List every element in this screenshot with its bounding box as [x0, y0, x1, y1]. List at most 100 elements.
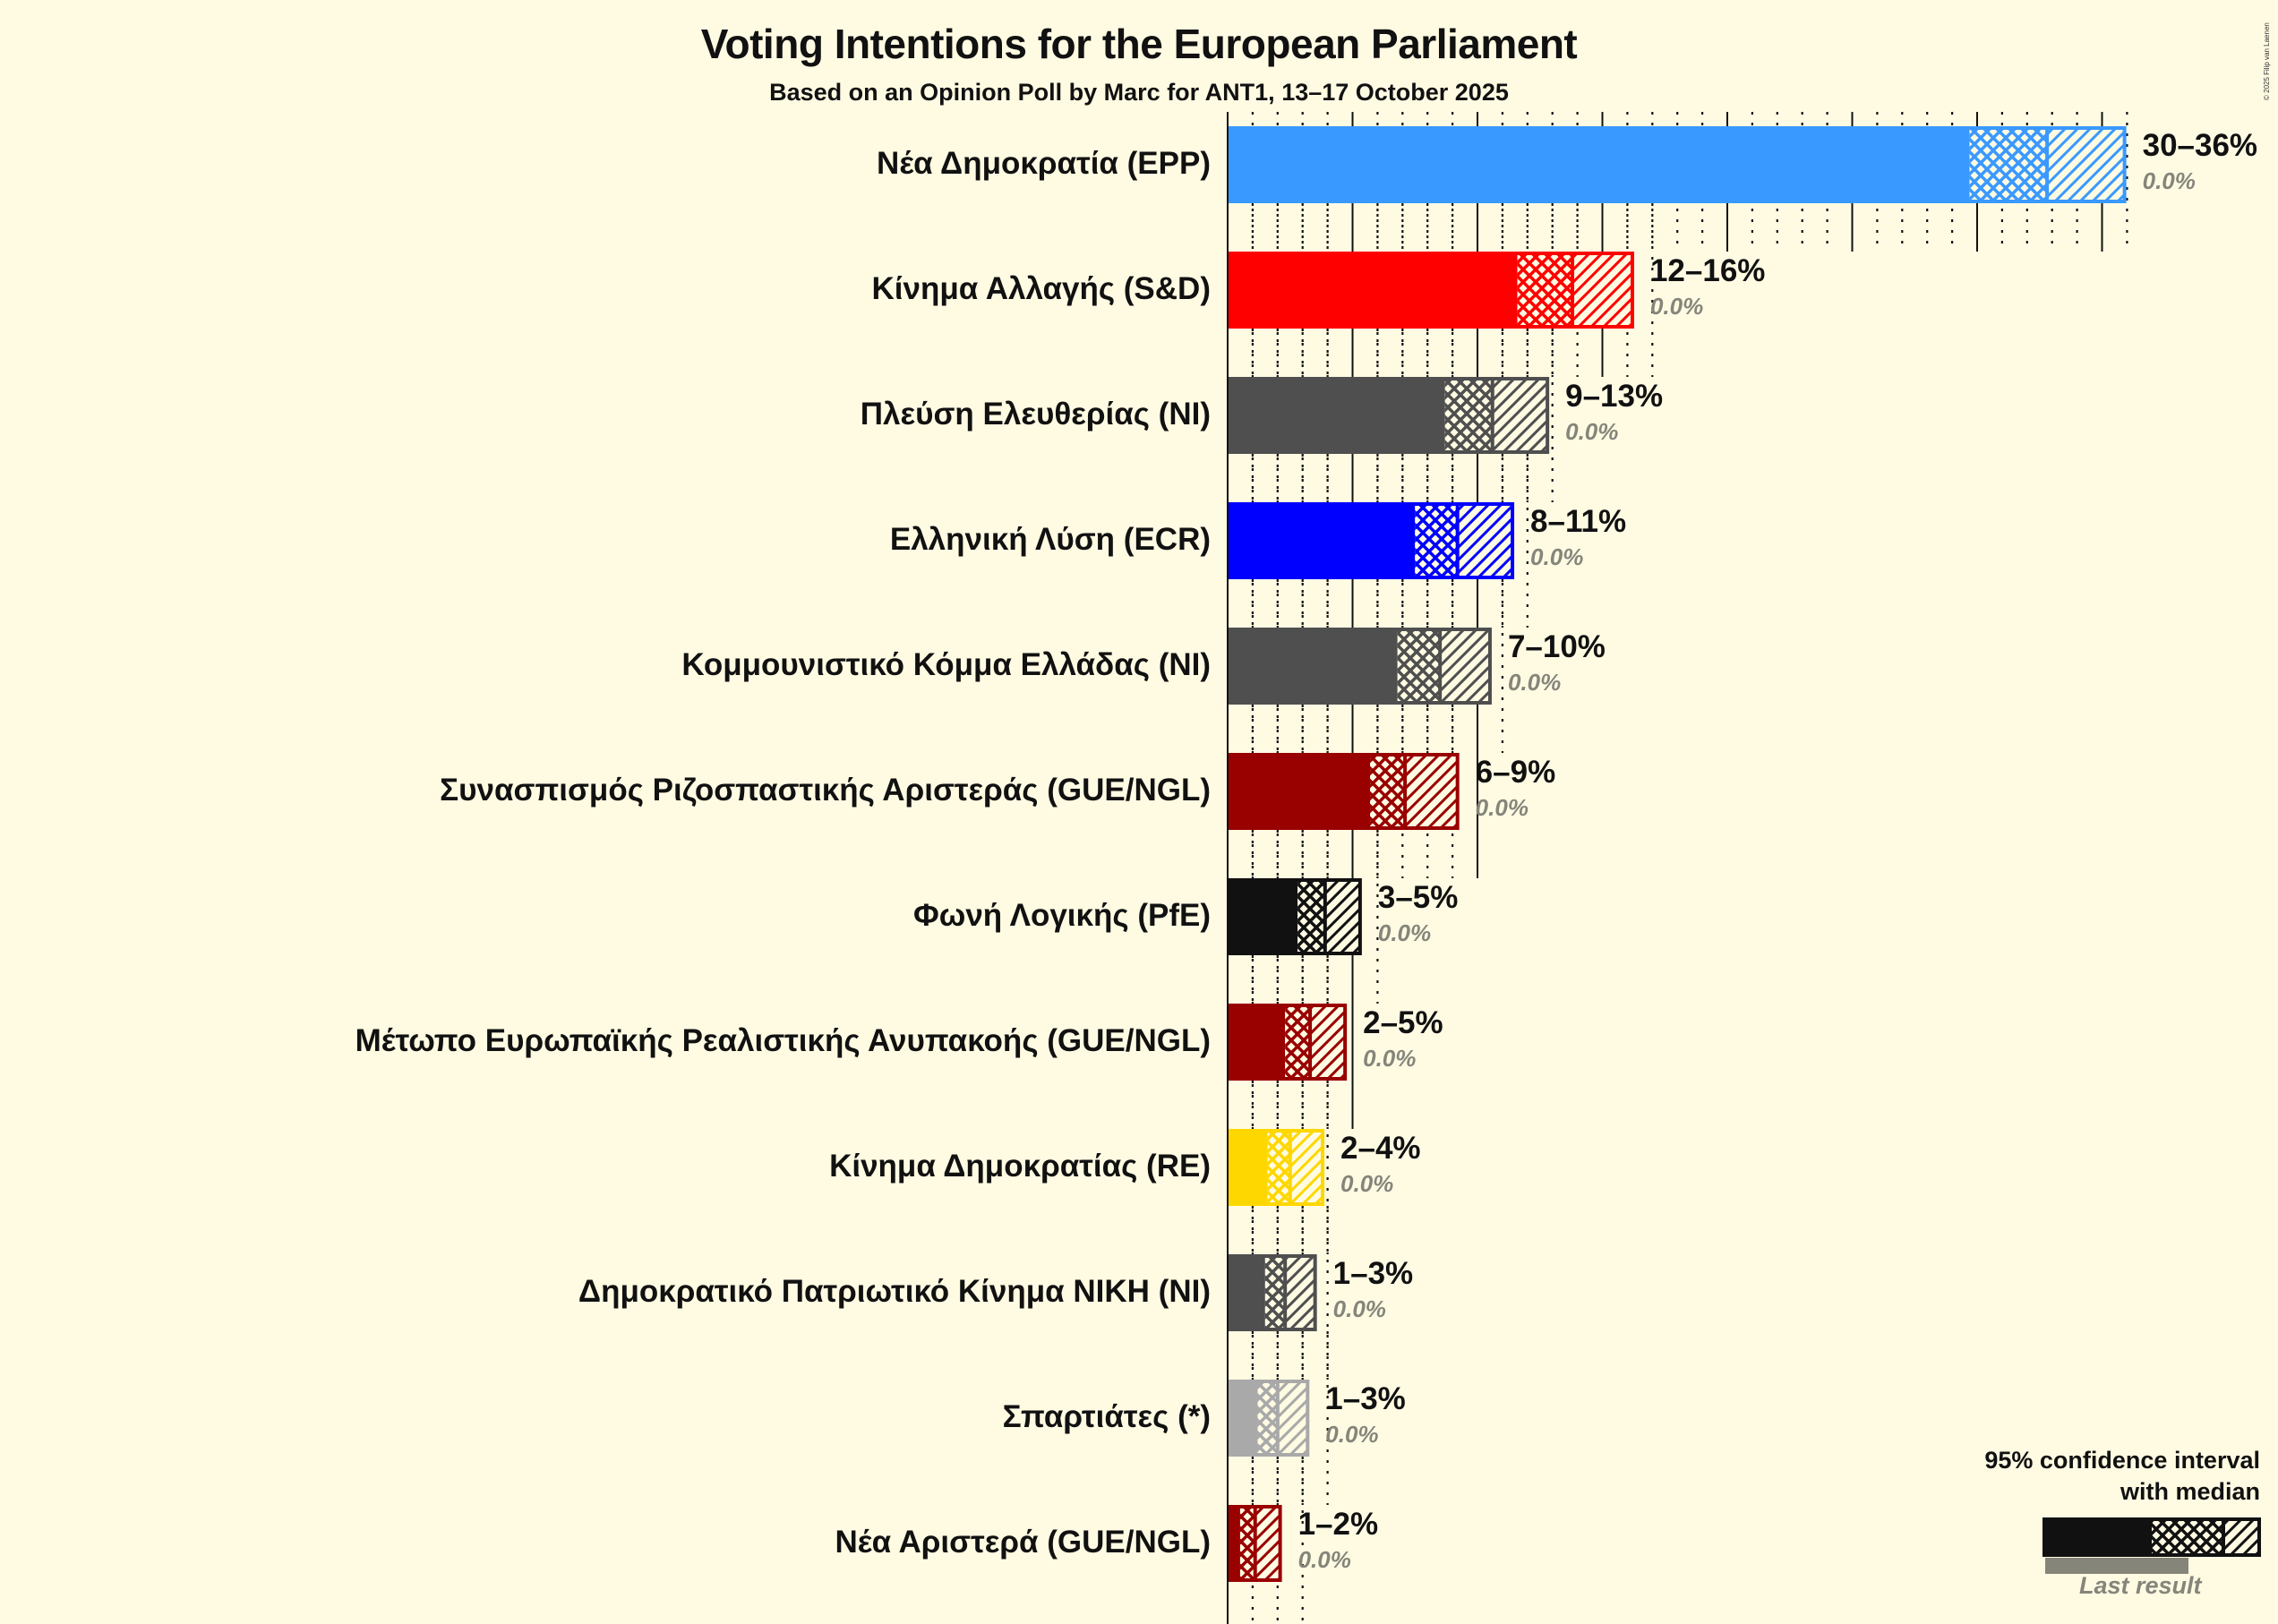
bar-solid: [1228, 1129, 1268, 1206]
bar-outline: [1228, 252, 1634, 329]
last-result-label: 0.0%: [1475, 794, 1529, 821]
chart-subtitle: Based on an Opinion Poll by Marc for ANT…: [769, 79, 1509, 106]
bar-ci-lower: [1257, 1383, 1278, 1453]
bar-outline: [1228, 502, 1515, 579]
bar-solid: [1228, 878, 1298, 955]
bar-outline: [1228, 1380, 1310, 1457]
last-result-label: 0.0%: [1363, 1045, 1417, 1072]
party-label: Νέα Δημοκρατία (EPP): [877, 146, 1211, 181]
bar-ci-lower: [1517, 255, 1573, 325]
bar-ci-lower: [1415, 506, 1458, 576]
bar-ci-upper: [1457, 506, 1513, 576]
range-label: 30–36%: [2142, 128, 2258, 163]
range-label: 1–3%: [1332, 1256, 1414, 1291]
party-bar: [1228, 628, 1492, 705]
bar-ci-lower: [1239, 1509, 1255, 1578]
range-label: 3–5%: [1377, 880, 1459, 915]
last-result-label: 0.0%: [1565, 418, 1619, 445]
bar-ci-lower: [1969, 130, 2048, 200]
bar-solid: [1228, 1380, 1258, 1457]
party-label: Πλεύση Ελευθερίας (NI): [860, 397, 1211, 432]
party-bar: [1228, 878, 1362, 955]
bar-solid: [1228, 126, 1970, 203]
legend-swatch: [2042, 1517, 2261, 1574]
bar-outline: [1228, 1004, 1348, 1081]
bar-outline: [1228, 377, 1550, 454]
bar-solid: [1228, 252, 1518, 329]
range-label: 12–16%: [1649, 253, 1766, 288]
last-result-label: 0.0%: [1332, 1295, 1386, 1322]
party-bar: [1228, 377, 1550, 454]
bar-ci-upper: [2047, 130, 2125, 200]
bar-solid: [1228, 377, 1445, 454]
bar-ci-upper: [1289, 1133, 1323, 1202]
last-result-label: 0.0%: [1377, 919, 1432, 946]
range-label: 2–4%: [1340, 1131, 1421, 1166]
bar-solid: [1228, 1254, 1265, 1331]
legend-last-bar: [2045, 1558, 2188, 1574]
party-bar: [1228, 1380, 1310, 1457]
legend-title-line2: with median: [2120, 1478, 2260, 1505]
bar-ci-upper: [1277, 1383, 1308, 1453]
bar-ci-upper: [1285, 1258, 1315, 1328]
party-label: Φωνή Λογικής (PfE): [913, 898, 1211, 933]
party-label: Κίνημα Αλλαγής (S&D): [871, 271, 1211, 306]
bar-ci-lower: [1267, 1133, 1290, 1202]
party-bar: [1228, 1505, 1282, 1582]
legend-last-result-label: Last result: [2079, 1572, 2202, 1599]
bar-ci-upper: [1492, 380, 1548, 450]
bar-ci-upper: [1405, 756, 1458, 826]
bar-ci-upper: [1310, 1007, 1346, 1077]
range-label: 1–2%: [1297, 1507, 1379, 1542]
party-label: Δημοκρατικό Πατριωτικό Κίνημα ΝΙΚΗ (NI): [578, 1274, 1211, 1309]
party-bar: [1228, 502, 1515, 579]
bar-solid: [1228, 753, 1371, 830]
party-bar: [1228, 252, 1634, 329]
legend-title-line1: 95% confidence interval: [1984, 1447, 2260, 1474]
last-result-label: 0.0%: [1507, 669, 1562, 696]
bar-solid: [1228, 1004, 1286, 1081]
bar-outline: [1228, 753, 1460, 830]
bar-ci-lower: [1370, 756, 1406, 826]
party-label: Σπαρτιάτες (*): [1002, 1399, 1211, 1434]
party-bar: [1228, 126, 2127, 203]
range-label: 6–9%: [1475, 755, 1556, 790]
chart-title: Voting Intentions for the European Parli…: [700, 21, 1578, 67]
bar-ci-upper: [1440, 631, 1490, 701]
range-label: 8–11%: [1530, 504, 1627, 539]
bar-ci-lower: [1297, 882, 1325, 952]
bar-outline: [1228, 878, 1362, 955]
last-result-label: 0.0%: [2142, 167, 2196, 194]
bar-outline: [1228, 1129, 1325, 1206]
bar-solid: [1228, 628, 1398, 705]
bar-ci-upper: [1255, 1509, 1280, 1578]
range-label: 9–13%: [1565, 379, 1664, 414]
last-result-label: 0.0%: [1530, 543, 1584, 570]
bar-ci-lower: [1397, 631, 1441, 701]
last-result-label: 0.0%: [1325, 1421, 1379, 1448]
bar-ci-lower: [1444, 380, 1493, 450]
last-result-label: 0.0%: [1649, 293, 1704, 320]
bar-ci-lower: [1285, 1007, 1311, 1077]
legend-title: 95% confidence interval with median: [1984, 1445, 2260, 1508]
bar-ci-upper: [1572, 255, 1632, 325]
bar-outline: [1228, 126, 2127, 203]
party-label: Μέτωπο Ευρωπαϊκής Ρεαλιστικής Ανυπακοής …: [355, 1023, 1211, 1058]
bar-ci-lower: [1264, 1258, 1286, 1328]
last-result-label: 0.0%: [1297, 1546, 1351, 1573]
party-label: Κομμουνιστικό Κόμμα Ελλάδας (NI): [681, 647, 1211, 682]
party-bar: [1228, 1129, 1325, 1206]
range-label: 7–10%: [1507, 629, 1606, 664]
party-bar: [1228, 1004, 1348, 1081]
bar-solid: [1228, 502, 1416, 579]
party-label: Συνασπισμός Ριζοσπαστικής Αριστεράς (GUE…: [440, 773, 1211, 808]
party-label: Ελληνική Λύση (ECR): [889, 522, 1211, 557]
party-bar: [1228, 753, 1460, 830]
range-label: 2–5%: [1363, 1005, 1443, 1040]
bar-ci-upper: [1324, 882, 1360, 952]
bar-outline: [1228, 628, 1492, 705]
party-bar: [1228, 1254, 1317, 1331]
party-label: Νέα Αριστερά (GUE/NGL): [835, 1525, 1212, 1560]
last-result-label: 0.0%: [1340, 1170, 1394, 1197]
